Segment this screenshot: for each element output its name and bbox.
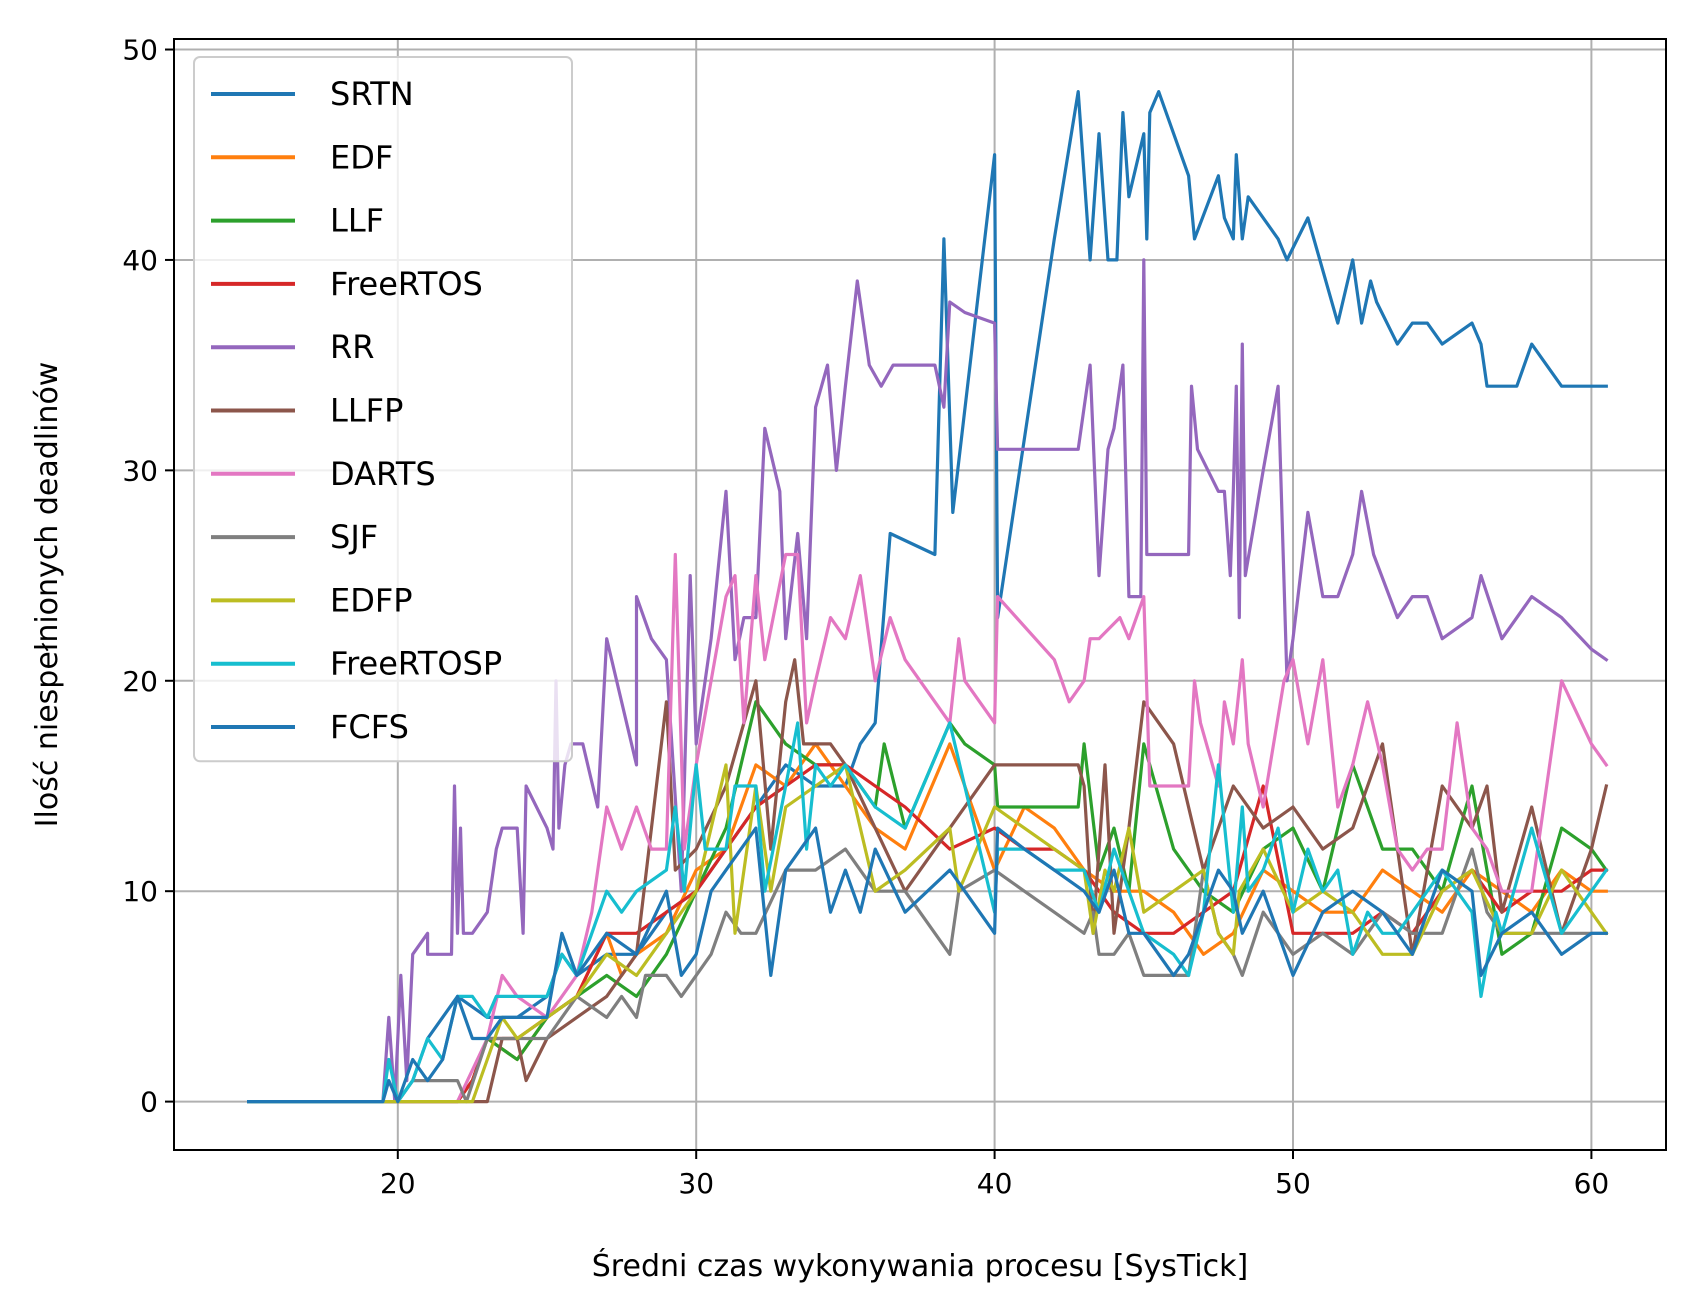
- legend-label: LLF: [330, 202, 384, 240]
- legend-box: [193, 56, 573, 763]
- x-tick-label: 40: [977, 1167, 1013, 1200]
- axis-ticks: 20 30 40 50 60 0 10 20 30 40 50: [122, 34, 1609, 1200]
- x-tick-label: 60: [1574, 1167, 1610, 1200]
- x-tick-label: 30: [678, 1167, 714, 1200]
- x-tick-label: 50: [1275, 1167, 1311, 1200]
- legend: SRTN EDF LLF FreeRTOS RR LLFP DARTS SJF EDFP Free…: [193, 56, 573, 763]
- y-tick-label: 50: [122, 34, 158, 67]
- plot-frame: [173, 38, 1667, 1151]
- legend-label: FreeRTOS: [330, 265, 483, 303]
- x-tick-label: 20: [380, 1167, 416, 1200]
- series-line-rr: [247, 258, 1609, 1104]
- y-tick-label: 40: [122, 244, 158, 277]
- legend-label: EDFP: [330, 581, 413, 619]
- legend-label: DARTS: [330, 455, 436, 493]
- y-tick-label: 30: [122, 454, 158, 487]
- legend-label: FreeRTOSP: [330, 645, 502, 683]
- y-axis-label: Ilość niespełnionych deadlinów: [30, 362, 65, 828]
- legend-label: FCFS: [330, 708, 409, 746]
- series-lines: [247, 89, 1609, 1104]
- y-tick-label: 20: [122, 665, 158, 698]
- x-axis-label: Średni czas wykonywania procesu [SysTick…: [592, 1247, 1248, 1284]
- series-line-fcfs: [247, 826, 1608, 1104]
- legend-label: SRTN: [330, 75, 414, 113]
- legend-label: EDF: [330, 138, 393, 176]
- series-line-llfp: [247, 658, 1609, 1104]
- series-line-darts: [247, 552, 1609, 1104]
- y-tick-label: 0: [140, 1086, 158, 1119]
- legend-label: RR: [330, 328, 374, 366]
- legend-label: SJF: [330, 518, 378, 556]
- y-tick-label: 10: [122, 875, 158, 908]
- legend-label: LLFP: [330, 392, 403, 430]
